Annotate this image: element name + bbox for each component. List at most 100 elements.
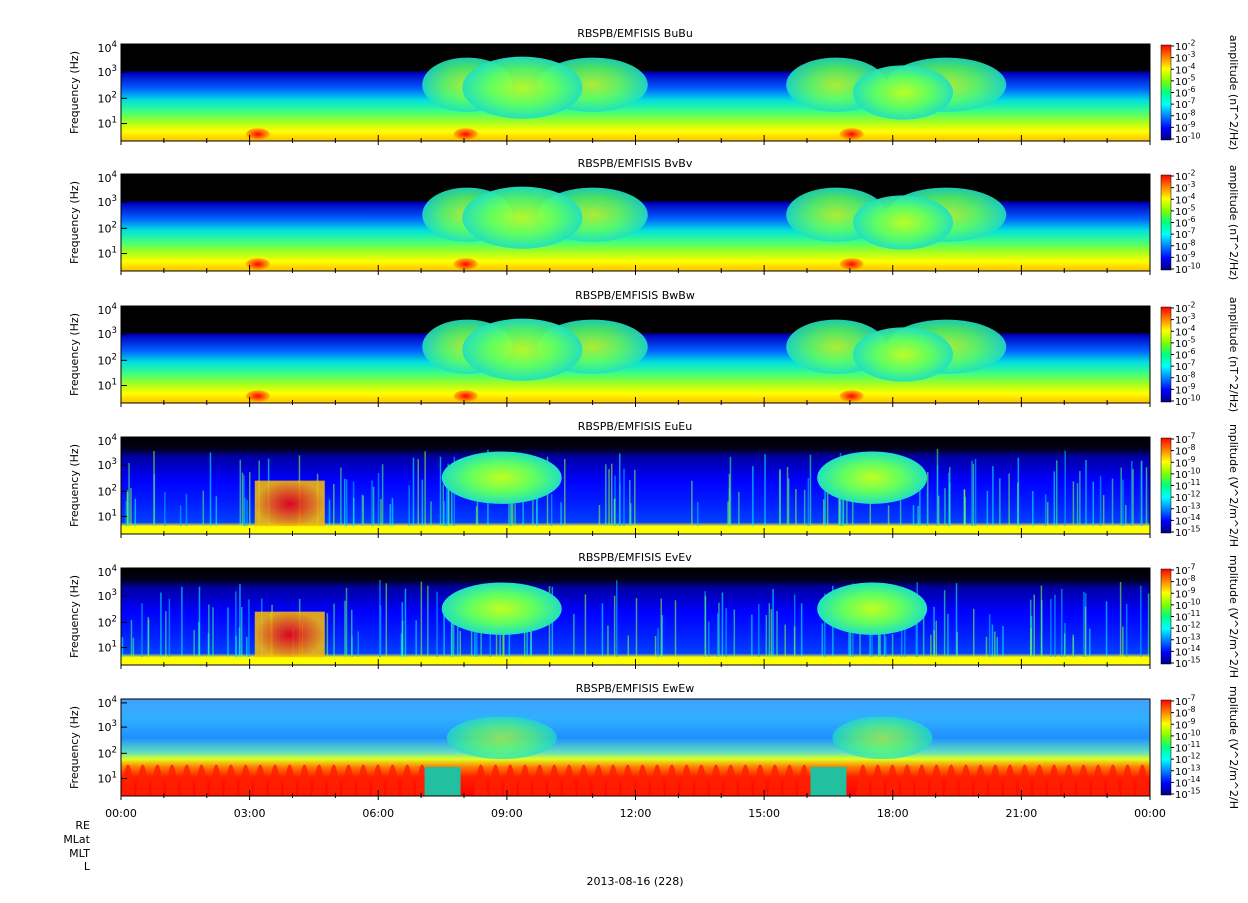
arch-emission: [929, 764, 944, 796]
broadband-streak: [936, 464, 939, 527]
colorbar-tick-label: 10-14: [1175, 513, 1201, 528]
wave-emission: [832, 716, 933, 760]
broadband-streak: [770, 609, 773, 658]
broadband-streak: [971, 460, 973, 527]
broadband-streak: [372, 486, 375, 527]
broadband-streak: [198, 586, 201, 658]
broadband-streak: [126, 492, 129, 527]
broadband-streak: [1054, 594, 1056, 658]
broadband-streak: [887, 505, 890, 527]
arch-emission: [988, 764, 1003, 796]
intense-emission: [245, 128, 270, 141]
broadband-streak: [361, 494, 364, 527]
broadband-streak: [1079, 471, 1081, 527]
broadband-streak: [994, 631, 996, 658]
broadband-streak: [165, 611, 167, 658]
broadband-streak: [522, 501, 524, 527]
broadband-streak: [130, 488, 132, 527]
colorbar-tick-label: 10-2: [1175, 301, 1196, 316]
arch-emission: [121, 764, 135, 796]
broadband-streak: [1008, 473, 1010, 527]
broadband-streak: [930, 634, 932, 658]
broadband-streak: [623, 468, 625, 527]
broadband-streak: [550, 494, 553, 527]
broadband-streak: [1085, 459, 1087, 527]
broadband-streak: [779, 470, 781, 527]
broadband-streak: [128, 463, 130, 527]
broadband-streak: [508, 615, 511, 658]
colorbar-tick-label: 10-4: [1175, 62, 1196, 77]
broadband-streak: [776, 610, 778, 658]
broadband-streak: [1046, 502, 1049, 527]
broadband-streak: [459, 630, 462, 658]
broadband-streak: [1132, 469, 1134, 527]
arch-emission: [282, 764, 297, 796]
colorbar-tick-label: 10-12: [1175, 621, 1201, 636]
broadband-streak: [1099, 476, 1102, 527]
broadband-streak: [193, 629, 195, 658]
arch-emission: [1105, 764, 1120, 796]
broadband-streak: [963, 490, 966, 527]
ephemeris-label: RE: [75, 819, 90, 832]
broadband-streak: [1089, 628, 1091, 658]
broadband-streak: [1061, 588, 1063, 658]
colorbar-label: mplitude (V^2/m^2/H: [1227, 424, 1240, 547]
broadband-streak: [160, 592, 162, 658]
arch-emission: [194, 764, 209, 796]
colorbar-label: mplitude (V^2/m^2/H: [1227, 555, 1240, 678]
broadband-streak: [450, 598, 453, 658]
intense-emission: [839, 128, 864, 141]
broadband-streak: [380, 499, 382, 527]
broadband-streak: [560, 502, 562, 527]
broadband-streak: [1120, 467, 1122, 527]
broadband-streak: [988, 614, 991, 658]
broadband-streak: [793, 626, 796, 658]
broadband-streak: [350, 609, 353, 658]
y-axis-label: Frequency (Hz): [68, 444, 81, 527]
spectrogram-panel: RBSPB/EMFISIS EvEv Frequency (Hz) 101 102 10…: [68, 551, 1240, 678]
broadband-streak: [442, 484, 445, 527]
arch-emission: [517, 764, 532, 796]
colorbar-tick-label: 10-12: [1175, 752, 1201, 767]
broadband-streak: [917, 505, 919, 527]
broadband-streak: [389, 503, 392, 527]
colorbar-tick-label: 10-9: [1175, 382, 1196, 397]
broadband-streak: [536, 480, 538, 527]
broadband-streak: [1050, 599, 1052, 658]
broadband-streak: [727, 501, 729, 527]
broadband-streak: [772, 589, 774, 658]
broadband-streak: [153, 450, 155, 527]
broadband-streak: [1044, 494, 1047, 527]
arch-emission: [297, 764, 312, 796]
broadband-streak: [510, 493, 513, 527]
y-axis-label: Frequency (Hz): [68, 313, 81, 396]
colorbar-tick-label: 10-4: [1175, 324, 1196, 339]
broadband-streak: [168, 598, 171, 658]
colorbar-tick-label: 10-15: [1175, 656, 1201, 671]
arch-emission: [238, 764, 253, 796]
broadband-streak: [417, 458, 419, 527]
broadband-streak: [809, 454, 812, 527]
broadband-streak: [246, 499, 248, 527]
broadband-streak: [243, 497, 246, 527]
panel-title: RBSPB/EMFISIS EwEw: [576, 682, 694, 695]
intense-emission: [245, 390, 270, 403]
colorbar-tick-label: 10-10: [1175, 597, 1201, 612]
broadband-streak: [807, 477, 810, 527]
broadband-streak: [738, 491, 740, 527]
broadband-streak: [728, 473, 731, 527]
colorbar-tick-label: 10-7: [1175, 432, 1196, 447]
colorbar-tick-label: 10-14: [1175, 775, 1201, 790]
colorbar-tick-label: 10-4: [1175, 192, 1196, 207]
broadband-streak: [948, 483, 951, 527]
wave-emission: [817, 451, 928, 504]
arch-emission: [738, 764, 753, 796]
broadband-streak: [660, 598, 663, 658]
arch-emission: [1076, 764, 1091, 796]
spectrogram-panel: RBSPB/EMFISIS EuEu Frequency (Hz) 101 102 10…: [68, 420, 1240, 547]
arch-emission: [576, 764, 591, 796]
broadband-streak: [768, 603, 771, 658]
broadband-streak: [424, 451, 426, 527]
broadband-streak: [964, 496, 966, 527]
x-axis: 00:00 03:00 06:00 09:00 12:00 15:00 18:00 21:00…: [105, 807, 1166, 820]
